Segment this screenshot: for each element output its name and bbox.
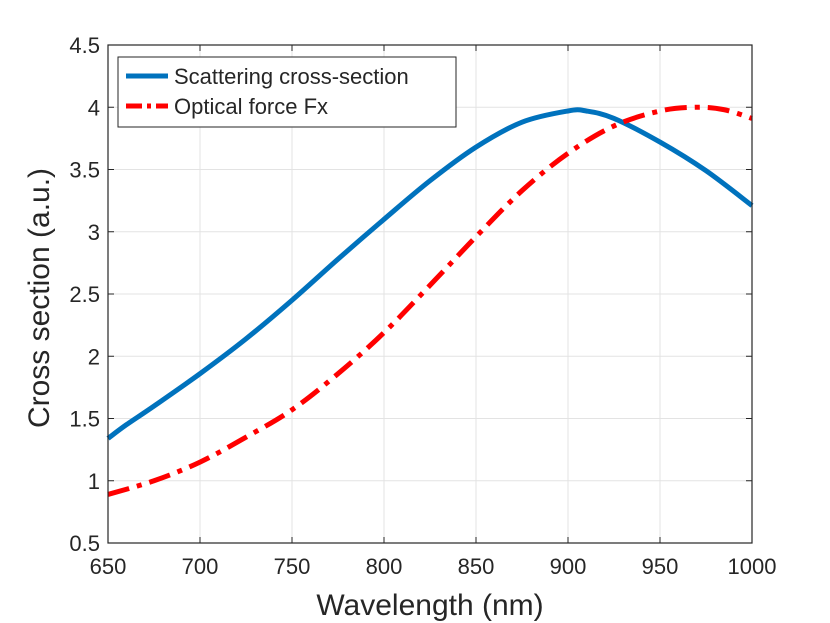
- x-tick-label: 750: [274, 554, 311, 579]
- legend: Scattering cross-section Optical force F…: [117, 56, 457, 128]
- y-tick-label: 1.5: [69, 407, 100, 432]
- y-axis: 0.5 1 1.5 2 2.5 3 3.5 4 4.5: [69, 33, 752, 556]
- y-tick-label: 1: [88, 469, 100, 494]
- legend-label-optical-force: Optical force Fx: [174, 94, 328, 119]
- x-axis-title: Wavelength (nm): [316, 589, 543, 622]
- y-tick-label: 4: [88, 95, 100, 120]
- series-layer: [106, 104, 754, 497]
- x-tick-label: 900: [550, 554, 587, 579]
- legend-label-scattering: Scattering cross-section: [174, 64, 409, 89]
- y-tick-label: 2: [88, 344, 100, 369]
- x-tick-label: 950: [642, 554, 679, 579]
- y-tick-label: 3: [88, 220, 100, 245]
- y-tick-label: 3.5: [69, 158, 100, 183]
- x-tick-label: 1000: [728, 554, 777, 579]
- y-tick-label: 2.5: [69, 282, 100, 307]
- x-axis: 650 700 750 800 850 900 950 1000: [90, 45, 777, 579]
- x-tick-label: 650: [90, 554, 127, 579]
- y-tick-label: 4.5: [69, 33, 100, 58]
- x-tick-label: 800: [366, 554, 403, 579]
- x-tick-label: 850: [458, 554, 495, 579]
- y-axis-title: Cross section (a.u.): [23, 168, 56, 428]
- legend-box: [117, 56, 457, 128]
- series-line-scattering-cross-section: [106, 107, 754, 441]
- y-tick-label: 0.5: [69, 531, 100, 556]
- x-tick-label: 700: [182, 554, 219, 579]
- series-line-optical-force: [107, 104, 753, 497]
